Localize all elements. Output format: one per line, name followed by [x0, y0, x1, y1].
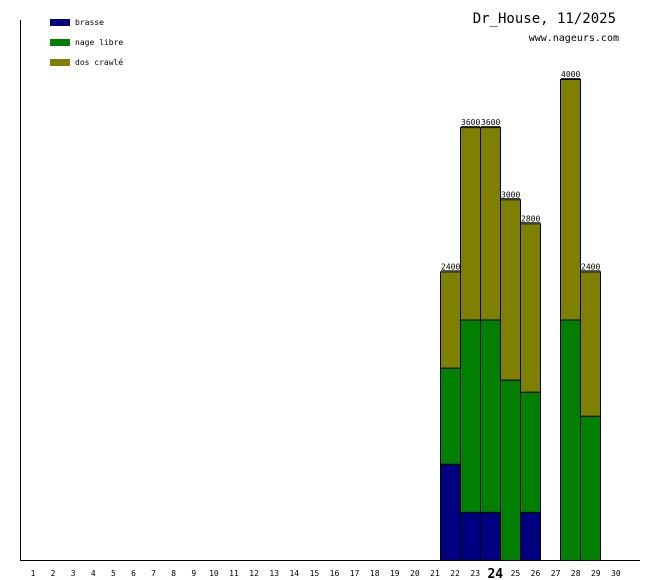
bar-total-label: 3000	[501, 190, 520, 199]
x-tick-label: 29	[591, 569, 601, 578]
x-tick-label: 6	[131, 569, 136, 578]
bar-total-label: 2400	[581, 262, 600, 271]
x-tick-label: 5	[111, 569, 116, 578]
x-tick-label: 17	[350, 569, 360, 578]
bar-segment-dos-crawlé	[560, 79, 581, 321]
x-tick-label: 13	[269, 569, 279, 578]
x-tick-labels: 1 2 3 4 5 6 7 8 9 10 11 12 13 14 15 16 17 18 19 20 21 22 23 24 2…	[31, 567, 621, 580]
bar-total-label: 2400	[441, 262, 460, 271]
bar-segment-dos-crawlé	[520, 223, 541, 393]
bar-segment-nage-libre	[520, 391, 541, 513]
bar-segment-nage-libre	[440, 367, 461, 465]
legend-swatch	[50, 39, 70, 46]
bar-segment-dos-crawlé	[580, 271, 601, 417]
x-tick-label: 23	[470, 569, 480, 578]
x-tick-label: 18	[370, 569, 380, 578]
x-tick-label: 21	[430, 569, 440, 578]
x-tick-label: 15	[310, 569, 320, 578]
x-tick-label: 12	[249, 569, 259, 578]
bar-segment-nage-libre	[500, 379, 521, 561]
x-tick-label: 1	[31, 569, 36, 578]
bar-segment-brasse	[460, 511, 481, 562]
legend: brasse nage libre dos crawlé	[50, 18, 123, 67]
bars: 2400 3600 3600 3000 2800 4000 2400	[440, 70, 601, 562]
bar-segment-brasse	[480, 511, 501, 562]
legend-label: brasse	[75, 18, 104, 27]
x-tick-label: 7	[151, 569, 156, 578]
chart-title: Dr_House, 11/2025	[473, 11, 616, 27]
x-tick-label: 26	[531, 569, 541, 578]
legend-swatch	[50, 19, 70, 26]
x-tick-label: 30	[611, 569, 621, 578]
x-tick-label: 3	[71, 569, 76, 578]
bar-segment-nage-libre	[580, 415, 601, 562]
chart-subtitle: www.nageurs.com	[529, 33, 619, 44]
legend-swatch	[50, 59, 70, 66]
x-tick-label: 16	[330, 569, 340, 578]
x-tick-label: 8	[171, 569, 176, 578]
legend-label: dos crawlé	[75, 57, 123, 67]
x-tick-label: 2	[51, 569, 56, 578]
bar-segment-brasse	[520, 511, 541, 562]
x-tick-label: 19	[390, 569, 400, 578]
bar-total-label: 2800	[521, 214, 540, 223]
x-tick-label: 22	[450, 569, 460, 578]
x-tick-label: 10	[209, 569, 219, 578]
bar-segment-nage-libre	[480, 319, 501, 513]
legend-label: nage libre	[75, 38, 123, 47]
bar-segment-dos-crawlé	[500, 199, 521, 381]
x-tick-label: 20	[410, 569, 420, 578]
bar-segment-brasse	[440, 463, 461, 561]
bar-segment-nage-libre	[460, 319, 481, 513]
bar-segment-dos-crawlé	[440, 271, 461, 369]
x-tick-label: 14	[289, 569, 299, 578]
x-tick-label: 24	[487, 567, 503, 580]
bar-total-label: 3600	[461, 118, 480, 127]
x-tick-label: 25	[511, 569, 521, 578]
x-tick-label: 9	[191, 569, 196, 578]
bar-total-label: 4000	[561, 70, 580, 79]
x-tick-label: 28	[571, 569, 581, 578]
x-tick-label: 27	[551, 569, 561, 578]
x-tick-label: 11	[229, 569, 239, 578]
bar-segment-nage-libre	[560, 319, 581, 561]
bar-segment-dos-crawlé	[460, 127, 481, 321]
bar-segment-dos-crawlé	[480, 127, 501, 321]
bar-total-label: 3600	[481, 118, 500, 127]
x-tick-label: 4	[91, 569, 96, 578]
